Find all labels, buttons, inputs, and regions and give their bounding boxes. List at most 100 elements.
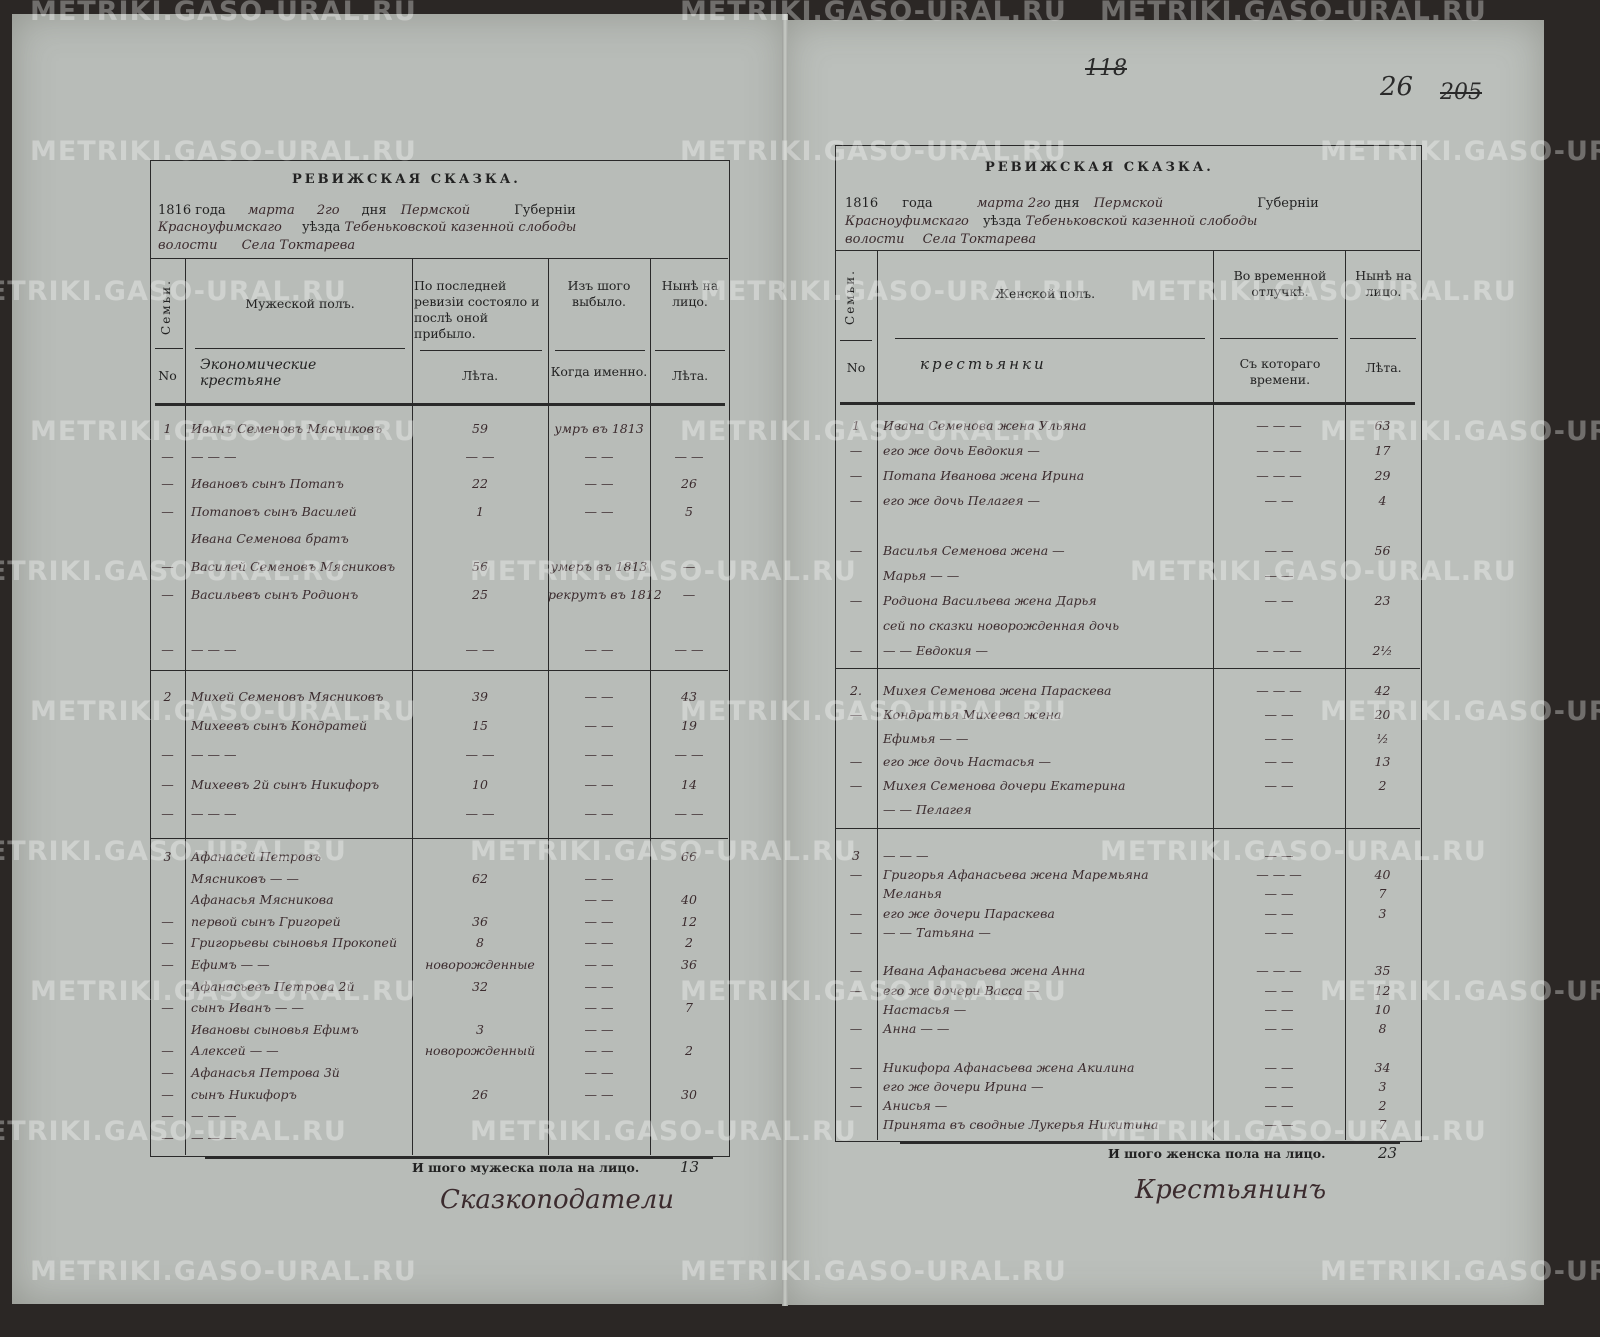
current-age: 66 bbox=[681, 849, 697, 865]
divider bbox=[835, 828, 1420, 829]
prior-age: 39 bbox=[472, 688, 488, 704]
family-number: — bbox=[161, 503, 174, 519]
province: Пермской bbox=[400, 203, 471, 218]
departure-note: — — bbox=[584, 870, 614, 886]
prior-age: 25 bbox=[472, 586, 488, 602]
family-number: — bbox=[849, 493, 863, 509]
family-2: 2. Михея Семенова жена Параскева — — — 42 — К… bbox=[835, 676, 1420, 824]
current-age: — bbox=[682, 559, 696, 575]
female-total-label: И шого женска пола на лицо. bbox=[1108, 1146, 1326, 1161]
table-row: — — — — — — — — — — bbox=[150, 746, 728, 764]
family-number: — bbox=[161, 641, 174, 657]
table-row: Афанасья Мясникова — — 40 bbox=[150, 891, 728, 909]
prior-age: 59 bbox=[472, 421, 488, 437]
current-age: ½ bbox=[1376, 730, 1389, 746]
prior-age: 22 bbox=[472, 476, 488, 492]
person-name: Афанасьевъ Петрова 2й bbox=[191, 978, 355, 994]
right-page bbox=[784, 20, 1544, 1305]
page-number: 26 bbox=[1380, 72, 1414, 102]
current-age: 7 bbox=[1378, 1117, 1387, 1133]
village: Села Токтарева bbox=[922, 232, 1037, 247]
departure-note: умръ въ 1813 bbox=[554, 421, 644, 437]
divider bbox=[420, 350, 542, 351]
table-row: — Потапа Иванова жена Ирина — — — 29 bbox=[835, 467, 1420, 485]
person-name: Принята въ сводные Лукерья Никитина bbox=[883, 1117, 1159, 1133]
prior-age: 32 bbox=[472, 978, 488, 994]
divider bbox=[205, 1157, 713, 1159]
current-age: 2 bbox=[685, 1043, 693, 1059]
family-number: 3 bbox=[852, 847, 860, 863]
person-name: его же дочери Параскева bbox=[883, 905, 1055, 921]
absence-note: — — bbox=[1264, 924, 1294, 940]
divider bbox=[150, 258, 728, 259]
person-name: Васильевъ сынъ Родионъ bbox=[191, 586, 359, 602]
table-row bbox=[835, 1039, 1420, 1057]
header-line-3: волости Села Токтарева bbox=[158, 238, 355, 253]
table-row: — Анна — — — — 8 bbox=[835, 1020, 1420, 1038]
departure-note: — — bbox=[584, 1000, 614, 1016]
current-age: 4 bbox=[1378, 493, 1387, 509]
person-name: его же дочери Ирина — bbox=[883, 1078, 1044, 1094]
family-number: — bbox=[849, 924, 863, 940]
current-age: 20 bbox=[1374, 706, 1391, 722]
header-line-1: 1816 года марта 2го дня Пермской Губерні… bbox=[158, 203, 576, 218]
left-header: Изъ шого выбыло. bbox=[567, 278, 631, 309]
current-age: — — bbox=[674, 747, 704, 763]
current-age: 63 bbox=[1374, 418, 1391, 434]
table-row: Настасья — — — 10 bbox=[835, 1000, 1420, 1018]
person-name: — — — bbox=[191, 448, 237, 464]
family-2: 2 Михей Семеновъ Мясниковъ 39 — — 43 Михеевъ … bbox=[150, 676, 728, 834]
person-name: Никифора Афанасьева жена Акилина bbox=[883, 1059, 1135, 1075]
person-name: его же дочь Пелагея — bbox=[883, 493, 1040, 509]
divider bbox=[195, 348, 405, 349]
prior-age: 36 bbox=[472, 913, 488, 929]
table-row: — Василья Семенова жена — — — 56 bbox=[835, 541, 1420, 559]
departure-note: — — bbox=[584, 718, 614, 734]
current-age: 26 bbox=[681, 476, 697, 492]
absence-note: — — bbox=[1264, 886, 1294, 902]
year-label: года bbox=[195, 203, 226, 218]
table-row: — Михеевъ 2й сынъ Никифоръ 10 — — 14 bbox=[150, 775, 728, 793]
departure-note: — — bbox=[584, 957, 614, 973]
now-subheader: Лѣта. bbox=[671, 368, 709, 383]
person-name: Ефимья — — bbox=[883, 730, 969, 746]
person-name: сынъ Никифоръ bbox=[191, 1086, 297, 1102]
table-row: — сынъ Иванъ — — — — 7 bbox=[150, 999, 728, 1017]
person-name: Михеевъ 2й сынъ Никифоръ bbox=[191, 776, 380, 792]
header-line-2: Красноуфимскаго уѣзда Тебеньковской казе… bbox=[845, 214, 1257, 229]
person-name: — — Пелагея bbox=[883, 801, 972, 817]
person-name: — — — bbox=[191, 1108, 237, 1124]
absence-note: — — — bbox=[1256, 683, 1302, 699]
current-age: 17 bbox=[1374, 443, 1391, 459]
family-number: — bbox=[161, 1108, 174, 1124]
absence-note: — — bbox=[1264, 982, 1294, 998]
prior-age: 15 bbox=[472, 718, 488, 734]
gender-header: Женской полъ. bbox=[994, 286, 1096, 301]
departure-note: — — bbox=[584, 935, 614, 951]
district: Красноуфимскаго bbox=[158, 220, 282, 235]
departure-note: — — bbox=[584, 503, 614, 519]
province: Пермской bbox=[1093, 196, 1164, 211]
table-row: Мясниковъ — — 62 — — bbox=[150, 869, 728, 887]
current-age: 10 bbox=[1374, 1001, 1391, 1017]
absence-note: — — bbox=[1264, 1117, 1294, 1133]
family-number: — bbox=[849, 778, 863, 794]
current-age: — — bbox=[674, 806, 704, 822]
divider bbox=[555, 350, 645, 351]
table-row: — Анисья — — — 2 bbox=[835, 1097, 1420, 1115]
month: марта bbox=[976, 196, 1024, 211]
person-name: Ивановъ сынъ Потапъ bbox=[191, 476, 344, 492]
current-age: 56 bbox=[1374, 542, 1391, 558]
current-age: 30 bbox=[681, 1086, 697, 1102]
prior-age: 56 bbox=[472, 559, 488, 575]
family-1: 1 Ивана Семенова жена Ульяна — — — 63 — его ж… bbox=[835, 410, 1420, 666]
settlement: Тебеньковской казенной слободы bbox=[1025, 214, 1258, 229]
person-name: Афанасья Петрова 3й bbox=[191, 1065, 340, 1081]
absence-note: — — bbox=[1264, 1001, 1294, 1017]
table-row: — — — Евдокия — — — — 2½ bbox=[835, 641, 1420, 659]
table-row bbox=[835, 943, 1420, 961]
family-number: — bbox=[161, 747, 174, 763]
family-number: — bbox=[849, 1098, 863, 1113]
table-row: — Ивановъ сынъ Потапъ 22 — — 26 bbox=[150, 475, 728, 493]
table-row: — Ивана Афанасьева жена Анна — — — 35 bbox=[835, 962, 1420, 980]
